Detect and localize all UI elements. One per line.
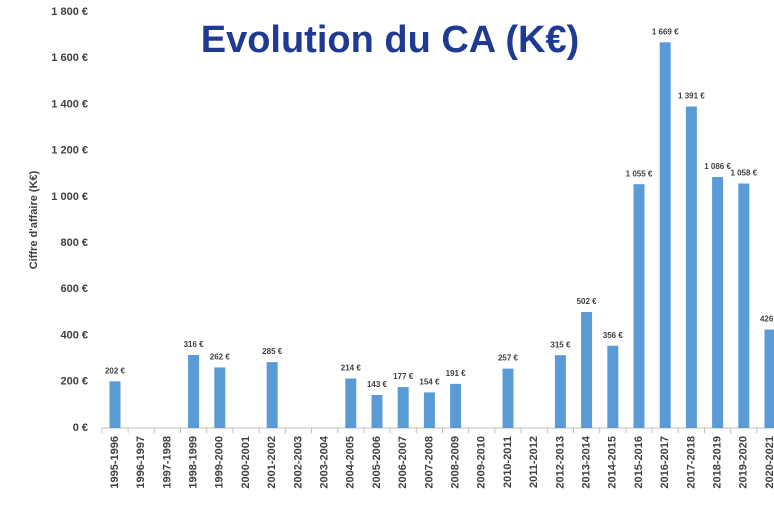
x-tick-label: 2006-2007 bbox=[397, 436, 409, 489]
x-tick-label: 2003-2004 bbox=[319, 435, 331, 488]
value-label: 191 € bbox=[446, 369, 467, 378]
x-tick-label: 2004-2005 bbox=[345, 436, 357, 489]
y-tick-label: 1 400 € bbox=[51, 98, 88, 110]
y-tick-label: 800 € bbox=[60, 237, 88, 249]
value-label: 356 € bbox=[603, 331, 624, 340]
x-tick-label: 2018-2019 bbox=[712, 436, 724, 489]
x-tick-label: 2013-2014 bbox=[581, 435, 593, 488]
bar bbox=[502, 368, 514, 428]
value-label: 177 € bbox=[393, 372, 414, 381]
x-tick-label: 2002-2003 bbox=[292, 436, 304, 489]
value-label: 262 € bbox=[210, 353, 231, 362]
value-label: 315 € bbox=[550, 340, 571, 349]
value-label: 154 € bbox=[419, 378, 440, 387]
x-tick-label: 2016-2017 bbox=[659, 436, 671, 489]
value-label: 316 € bbox=[184, 340, 205, 349]
bar bbox=[607, 345, 619, 428]
y-tick-label: 600 € bbox=[60, 283, 88, 295]
bar bbox=[371, 394, 383, 428]
bar bbox=[214, 367, 226, 428]
y-tick-label: 0 € bbox=[73, 422, 88, 434]
value-label: 202 € bbox=[105, 366, 126, 375]
value-label: 1 055 € bbox=[626, 169, 653, 178]
value-label: 285 € bbox=[262, 347, 283, 356]
x-tick-label: 1997-1998 bbox=[161, 436, 173, 489]
value-label: 214 € bbox=[341, 364, 362, 373]
y-tick-label: 1 000 € bbox=[51, 191, 88, 203]
bar bbox=[423, 392, 435, 428]
bar bbox=[554, 355, 566, 428]
x-tick-label: 2009-2010 bbox=[476, 436, 488, 489]
value-label: 257 € bbox=[498, 354, 519, 363]
x-tick-label: 2020-2021 bbox=[764, 436, 774, 489]
value-label: 1 669 € bbox=[652, 27, 679, 36]
x-tick-label: 2007-2008 bbox=[423, 436, 435, 489]
value-label: 143 € bbox=[367, 380, 388, 389]
x-tick-label: 2015-2016 bbox=[633, 436, 645, 489]
y-axis-label: Ciffre d'affaire (K€) bbox=[28, 170, 40, 269]
bar bbox=[397, 387, 409, 428]
bar bbox=[712, 177, 724, 428]
bar bbox=[764, 329, 774, 428]
x-tick-label: 2014-2015 bbox=[607, 436, 619, 489]
y-tick-label: 200 € bbox=[60, 376, 88, 388]
bar bbox=[266, 362, 278, 428]
x-tick-label: 2011-2012 bbox=[528, 436, 540, 488]
y-tick-label: 1 200 € bbox=[51, 145, 88, 157]
x-tick-label: 1998-1999 bbox=[188, 436, 200, 489]
y-tick-label: 1 800 € bbox=[51, 6, 88, 18]
x-tick-label: 2017-2018 bbox=[685, 436, 697, 489]
value-label: 1 391 € bbox=[678, 92, 705, 101]
x-tick-label: 2019-2020 bbox=[738, 436, 750, 489]
y-tick-label: 1 600 € bbox=[51, 52, 88, 64]
bar bbox=[581, 311, 593, 428]
x-tick-label: 2001-2002 bbox=[266, 436, 278, 489]
bar bbox=[685, 106, 697, 428]
x-tick-label: 2010-2011 bbox=[502, 436, 514, 488]
bar bbox=[450, 383, 462, 428]
x-tick-label: 1995-1996 bbox=[109, 436, 121, 489]
value-label: 1 058 € bbox=[730, 169, 757, 178]
bar bbox=[738, 183, 750, 428]
x-tick-label: 2005-2006 bbox=[371, 436, 383, 489]
bar bbox=[109, 381, 121, 428]
bar bbox=[188, 354, 200, 428]
x-tick-label: 2000-2001 bbox=[240, 436, 252, 489]
bar bbox=[633, 184, 645, 428]
chart-title: Evolution du CA (K€) bbox=[201, 19, 580, 61]
value-label: 1 086 € bbox=[704, 162, 731, 171]
x-tick-label: 2008-2009 bbox=[450, 436, 462, 489]
y-tick-label: 400 € bbox=[60, 329, 88, 341]
x-tick-label: 2012-2013 bbox=[554, 436, 566, 489]
x-tick-label: 1996-1997 bbox=[135, 436, 147, 489]
value-label: 502 € bbox=[577, 297, 598, 306]
bar bbox=[659, 42, 671, 429]
x-tick-label: 1999-2000 bbox=[214, 436, 226, 489]
bar bbox=[345, 378, 357, 428]
value-label: 426 € bbox=[760, 315, 774, 324]
